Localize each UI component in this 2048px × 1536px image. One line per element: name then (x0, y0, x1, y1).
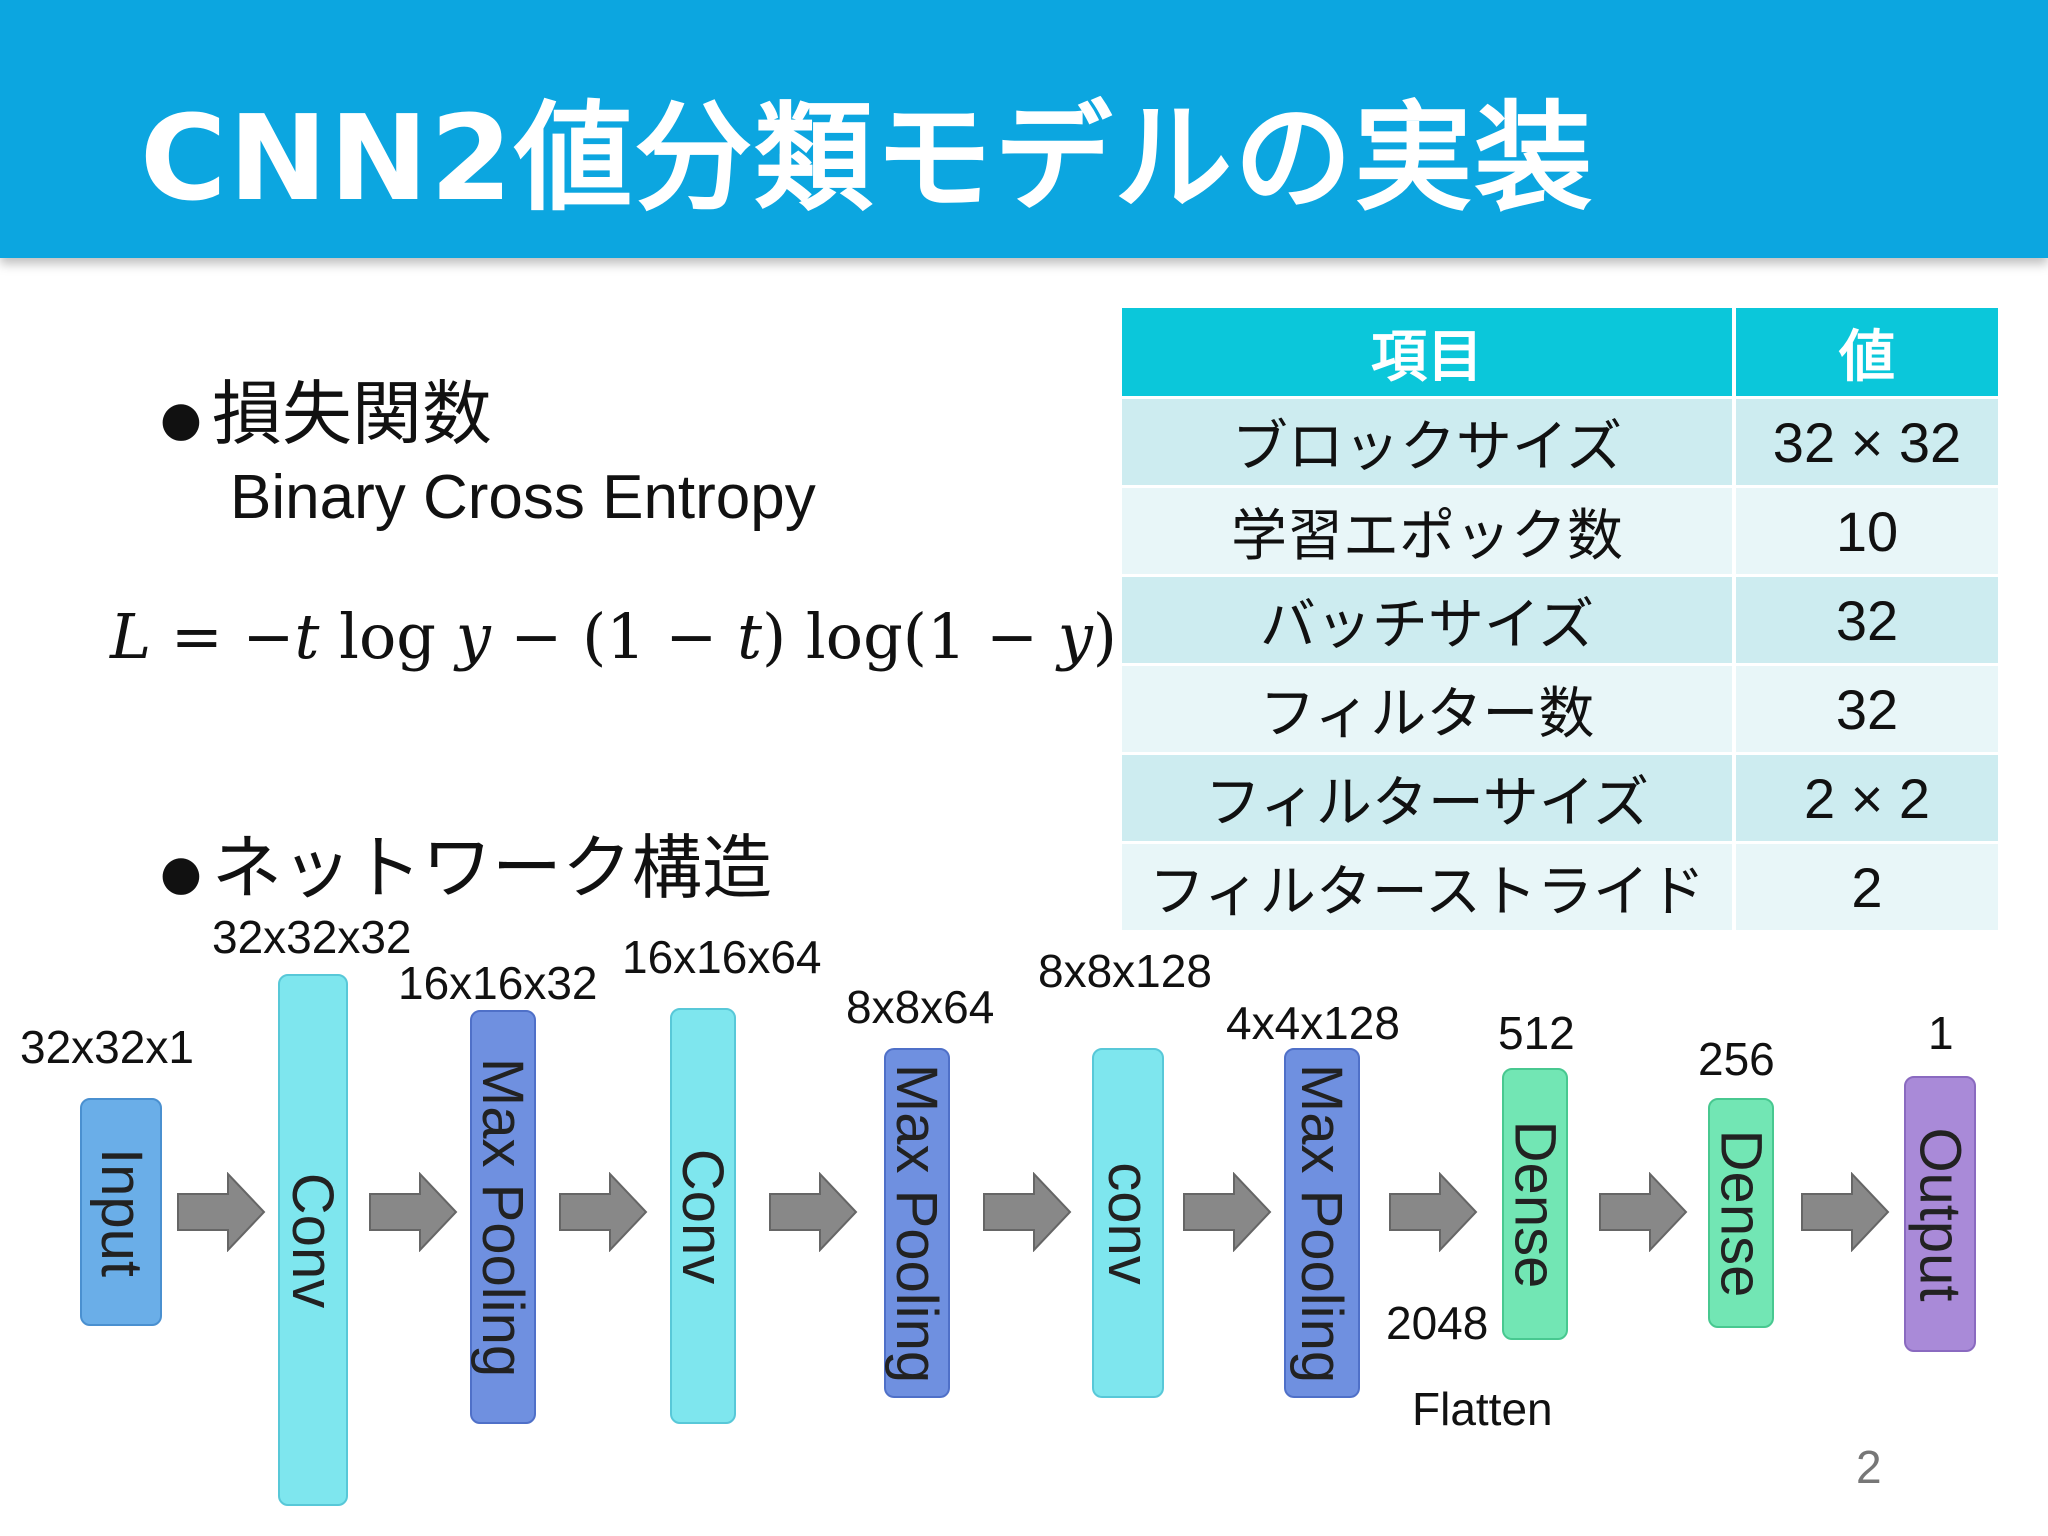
dim-label: 8x8x64 (846, 981, 995, 1033)
right-arrow-icon (1801, 1172, 1890, 1252)
right-arrow-icon (1389, 1172, 1478, 1252)
dim-label: 1 (1928, 1007, 1954, 1059)
dim-label: 256 (1698, 1033, 1775, 1085)
table-cell-value: 10 (1736, 488, 1998, 577)
right-arrow-icon (369, 1172, 458, 1252)
maxpool-block-3: Max Pooling (1284, 1048, 1360, 1398)
table-cell-item: フィルター数 (1122, 666, 1736, 755)
table-cell-value: 32 (1736, 666, 1998, 755)
table-row: フィルターサイズ 2 × 2 (1122, 755, 1998, 844)
dim-label: 8x8x128 (1038, 945, 1212, 997)
table-cell-value: 32 × 32 (1736, 399, 1998, 488)
right-arrow-icon (983, 1172, 1072, 1252)
bullet-dot-icon: ● (160, 390, 202, 447)
dim-label: 16x16x64 (622, 931, 822, 983)
network-bullet-text: ネットワーク構造 (211, 827, 772, 909)
flatten-label: Flatten (1412, 1383, 1553, 1435)
loss-bullet-text: 損失関数 (211, 373, 492, 455)
page-number: 2 (1856, 1441, 1882, 1493)
input-block: Input (80, 1098, 162, 1326)
dim-label: 32x32x32 (212, 911, 412, 963)
table-header-value: 値 (1736, 308, 1998, 399)
table-header-item: 項目 (1122, 308, 1736, 399)
output-block: Output (1904, 1076, 1976, 1352)
conv-block-1: Conv (278, 974, 348, 1506)
loss-formula: L = −t log y − (1 − t) log(1 − y) (110, 600, 1117, 673)
dense-block-2: Dense (1708, 1098, 1774, 1328)
loss-name: Binary Cross Entropy (230, 463, 816, 532)
network-bullet: ● ネットワーク構造 (160, 812, 772, 913)
conv-block-2: Conv (670, 1008, 736, 1424)
parameter-table: 項目 値 ブロックサイズ 32 × 32 学習エポック数 10 バッチサイズ 3… (1122, 308, 1998, 933)
slide-title: CNN2値分類モデルの実装 (140, 89, 1595, 227)
conv-block-3: conv (1092, 1048, 1164, 1398)
right-arrow-icon (177, 1172, 266, 1252)
table-row: フィルターストライド 2 (1122, 844, 1998, 933)
table-cell-item: 学習エポック数 (1122, 488, 1736, 577)
maxpool-block-1: Max Pooling (470, 1010, 536, 1424)
table-cell-value: 32 (1736, 577, 1998, 666)
table-row: 学習エポック数 10 (1122, 488, 1998, 577)
right-arrow-icon (1183, 1172, 1272, 1252)
table-cell-item: バッチサイズ (1122, 577, 1736, 666)
right-arrow-icon (769, 1172, 858, 1252)
right-arrow-icon (1599, 1172, 1688, 1252)
table-row: ブロックサイズ 32 × 32 (1122, 399, 1998, 488)
maxpool-block-2: Max Pooling (884, 1048, 950, 1398)
table-cell-value: 2 × 2 (1736, 755, 1998, 844)
flatten-size-label: 2048 (1386, 1297, 1489, 1349)
table-row: バッチサイズ 32 (1122, 577, 1998, 666)
dense-block-1: Dense (1502, 1068, 1568, 1340)
dim-label: 32x32x1 (20, 1021, 194, 1073)
dim-label: 512 (1498, 1007, 1575, 1059)
table-cell-item: フィルターサイズ (1122, 755, 1736, 844)
dim-label: 16x16x32 (398, 957, 598, 1009)
table-header-row: 項目 値 (1122, 308, 1998, 399)
loss-bullet: ● 損失関数 (160, 358, 492, 459)
right-arrow-icon (559, 1172, 648, 1252)
table-cell-item: フィルターストライド (1122, 844, 1736, 933)
dim-label: 4x4x128 (1226, 997, 1400, 1049)
table-cell-value: 2 (1736, 844, 1998, 933)
bullet-dot-icon: ● (160, 844, 202, 901)
header-bar: CNN2値分類モデルの実装 (0, 0, 2048, 258)
table-cell-item: ブロックサイズ (1122, 399, 1736, 488)
table-row: フィルター数 32 (1122, 666, 1998, 755)
